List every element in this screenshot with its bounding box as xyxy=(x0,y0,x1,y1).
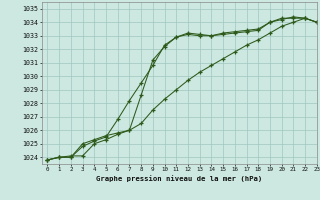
X-axis label: Graphe pression niveau de la mer (hPa): Graphe pression niveau de la mer (hPa) xyxy=(96,175,262,182)
